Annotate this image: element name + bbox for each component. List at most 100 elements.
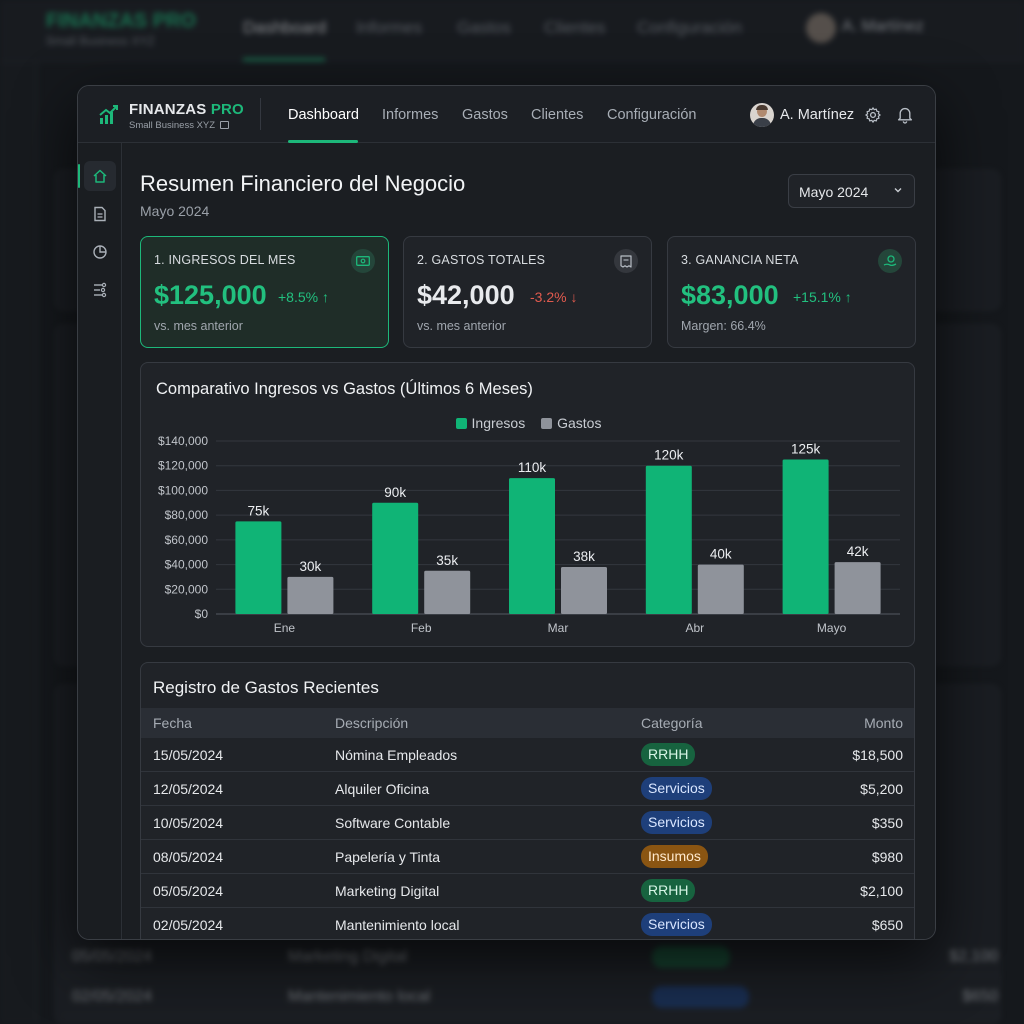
- kpi-note: vs. mes anterior: [417, 319, 506, 333]
- data-label: 30k: [300, 559, 322, 574]
- col-monto[interactable]: Monto: [864, 715, 903, 731]
- sidebar-item-analytics[interactable]: [84, 237, 116, 267]
- sidebar: [78, 143, 122, 939]
- expense-date: 08/05/2024: [153, 849, 224, 865]
- month-select[interactable]: Mayo 2024: [788, 174, 915, 208]
- y-tick-label: $20,000: [165, 582, 209, 596]
- table-row[interactable]: 05/05/2024 Marketing Digital RRHH $2,100: [141, 874, 914, 908]
- kpi-value: $42,000: [417, 280, 515, 310]
- kpi-label: 2. GASTOS TOTALES: [417, 253, 546, 267]
- money-icon: [351, 249, 375, 273]
- expense-date: 15/05/2024: [153, 747, 224, 763]
- data-label: 35k: [436, 553, 458, 568]
- y-tick-label: $40,000: [165, 558, 209, 572]
- category-badge: Servicios: [641, 811, 712, 834]
- data-label: 125k: [791, 442, 821, 457]
- kpi-change: +15.1% ↑: [793, 289, 852, 305]
- x-tick-label: Mayo: [817, 621, 847, 635]
- kpi-label: 3. GANANCIA NETA: [681, 253, 799, 267]
- table-row[interactable]: 15/05/2024 Nómina Empleados RRHH $18,500: [141, 738, 914, 772]
- sidebar-item-settings[interactable]: [84, 275, 116, 305]
- page-period: Mayo 2024: [140, 203, 210, 219]
- y-tick-label: $100,000: [158, 483, 208, 497]
- brand-subtitle: Small Business XYZ: [129, 120, 229, 131]
- category-badge: Insumos: [641, 845, 708, 868]
- data-label: 110k: [518, 460, 547, 475]
- profit-icon: [878, 249, 902, 273]
- expense-description: Nómina Empleados: [335, 747, 458, 763]
- category-badge: RRHH: [641, 879, 696, 902]
- legend-item-gastos[interactable]: Gastos: [541, 415, 601, 431]
- kpi-card-income[interactable]: 1. INGRESOS DEL MES $125,000 +8.5% ↑ vs.…: [140, 236, 389, 348]
- kpi-card-expenses[interactable]: 2. GASTOS TOTALES $42,000 -3.2% ↓ vs. me…: [403, 236, 652, 348]
- data-label: 75k: [248, 503, 270, 518]
- expense-date: 12/05/2024: [153, 781, 224, 797]
- page-title: Resumen Financiero del Negocio: [140, 171, 466, 196]
- nav-gastos[interactable]: Gastos: [462, 107, 508, 123]
- income-expense-chart: $0 $20,000 $40,000 $60,000 $80,000 $100,000 $1…: [140, 362, 915, 647]
- x-tick-label: Feb: [411, 621, 432, 635]
- sidebar-item-reports[interactable]: [84, 199, 116, 229]
- bell-icon[interactable]: [897, 106, 913, 124]
- nav-configuracion[interactable]: Configuración: [607, 107, 697, 123]
- gear-icon[interactable]: [864, 106, 882, 124]
- table-title: Registro de Gastos Recientes: [153, 678, 379, 697]
- expense-description: Papelería y Tinta: [335, 849, 441, 865]
- x-tick-label: Mar: [548, 621, 569, 635]
- building-icon: [219, 121, 229, 129]
- gastos-bar: [561, 567, 607, 614]
- col-fecha[interactable]: Fecha: [153, 715, 192, 731]
- y-tick-label: $80,000: [165, 508, 209, 522]
- chart-canvas: $0 $20,000 $40,000 $60,000 $80,000 $100,000 $1…: [158, 434, 900, 635]
- expense-amount: $350: [871, 815, 903, 831]
- kpi-value: $125,000: [154, 280, 267, 310]
- col-categoria[interactable]: Categoría: [641, 715, 703, 731]
- x-tick-label: Ene: [274, 621, 296, 635]
- table-row[interactable]: 10/05/2024 Software Contable Servicios $350: [141, 806, 914, 840]
- sidebar-item-home[interactable]: [78, 161, 116, 191]
- expenses-table: Registro de Gastos Recientes Fecha Descr…: [140, 662, 915, 939]
- avatar[interactable]: [750, 103, 774, 127]
- bg-avatar: [806, 13, 836, 43]
- bg-brand-subtitle: Small Business XYZ: [46, 34, 155, 48]
- gastos-bar: [287, 576, 334, 614]
- document-icon: [94, 206, 106, 222]
- ingresos-bar: [235, 521, 282, 614]
- expense-description: Alquiler Oficina: [335, 781, 430, 797]
- category-badge: RRHH: [641, 743, 696, 766]
- ingresos-bar: [509, 478, 555, 614]
- chart-legend: Ingresos Gastos: [141, 415, 916, 431]
- brand-name[interactable]: FINANZAS PRO: [129, 101, 244, 118]
- bg-nav-informes: Informes: [356, 18, 423, 37]
- col-descripcion[interactable]: Descripción: [335, 715, 409, 731]
- table-row[interactable]: 12/05/2024 Alquiler Oficina Servicios $5,20…: [141, 772, 914, 806]
- nav-informes[interactable]: Informes: [382, 107, 439, 123]
- gastos-bar: [697, 564, 744, 614]
- kpi-label: 1. INGRESOS DEL MES: [154, 253, 296, 267]
- gastos-bar: [424, 570, 471, 614]
- expense-date: 05/05/2024: [153, 883, 224, 899]
- top-navbar: FINANZAS PRO Small Business XYZ Dashboar…: [78, 86, 935, 143]
- expense-amount: $18,500: [852, 747, 903, 763]
- table-row[interactable]: 08/05/2024 Papelería y Tinta Insumos $980: [141, 840, 914, 874]
- legend-item-ingresos[interactable]: Ingresos: [455, 415, 525, 431]
- month-select-value: Mayo 2024: [799, 184, 869, 200]
- nav-clientes[interactable]: Clientes: [531, 107, 584, 123]
- kpi-card-net-profit[interactable]: 3. GANANCIA NETA $83,000 +15.1% ↑ Margen…: [667, 236, 916, 348]
- bg-nav-config: Configuración: [637, 18, 742, 37]
- bg-sidebar: [0, 62, 38, 1024]
- kpi-change: +8.5% ↑: [278, 289, 329, 305]
- main-content: Resumen Financiero del Negocio Mayo 2024…: [123, 143, 935, 939]
- table-row[interactable]: 02/05/2024 Mantenimiento local Servicios $6…: [141, 908, 914, 939]
- nav-dashboard[interactable]: Dashboard: [288, 107, 359, 123]
- user-name[interactable]: A. Martínez: [780, 107, 855, 123]
- bg-topbar: FINANZAS PRO Small Business XYZ Dashboar…: [0, 0, 1024, 62]
- bg-username: A. Martínez: [842, 18, 924, 35]
- chart-title: Comparativo Ingresos vs Gastos (Últimos …: [156, 380, 533, 398]
- expense-amount: $2,100: [860, 883, 903, 899]
- kpi-change: -3.2% ↓: [530, 289, 578, 305]
- chevron-down-icon: [894, 188, 902, 193]
- y-tick-label: $60,000: [165, 533, 209, 547]
- sliders-icon: [94, 282, 107, 298]
- expense-description: Marketing Digital: [335, 883, 440, 899]
